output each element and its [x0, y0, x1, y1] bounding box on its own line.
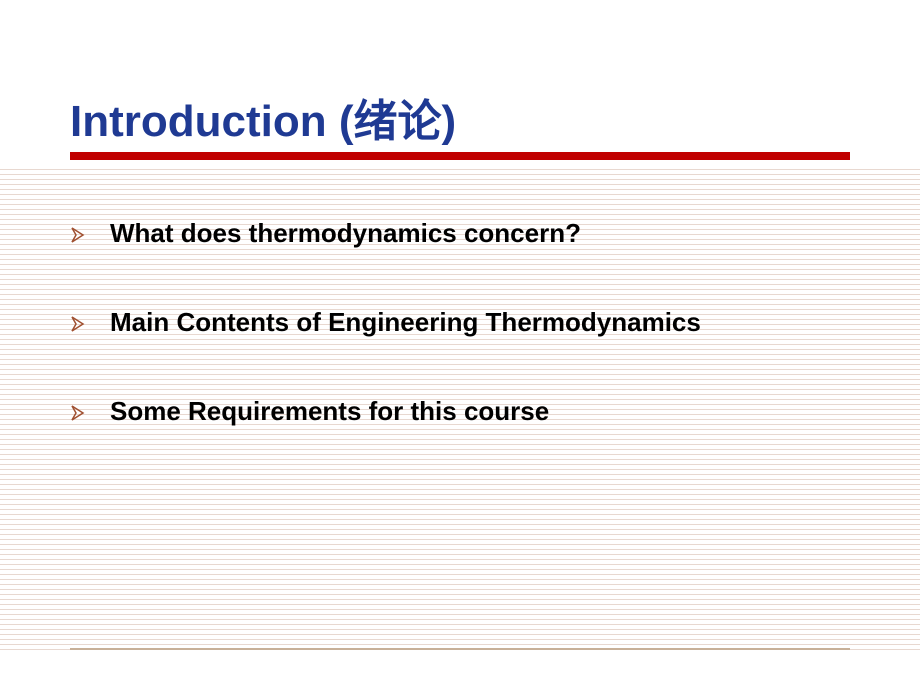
list-item: Main Contents of Engineering Thermodynam…: [70, 307, 870, 338]
chevron-right-icon: [70, 316, 86, 332]
bullet-text: Main Contents of Engineering Thermodynam…: [110, 307, 701, 338]
bullet-list: What does thermodynamics concern? Main C…: [70, 218, 870, 485]
title-underline: [70, 152, 850, 160]
bottom-divider: [70, 648, 850, 650]
presentation-slide: Introduction (绪论) What does thermodynami…: [0, 0, 920, 690]
chevron-right-icon: [70, 227, 86, 243]
bullet-text: Some Requirements for this course: [110, 396, 549, 427]
chevron-right-icon: [70, 405, 86, 421]
list-item: What does thermodynamics concern?: [70, 218, 870, 249]
list-item: Some Requirements for this course: [70, 396, 870, 427]
slide-title: Introduction (绪论): [70, 85, 456, 149]
bullet-text: What does thermodynamics concern?: [110, 218, 581, 249]
